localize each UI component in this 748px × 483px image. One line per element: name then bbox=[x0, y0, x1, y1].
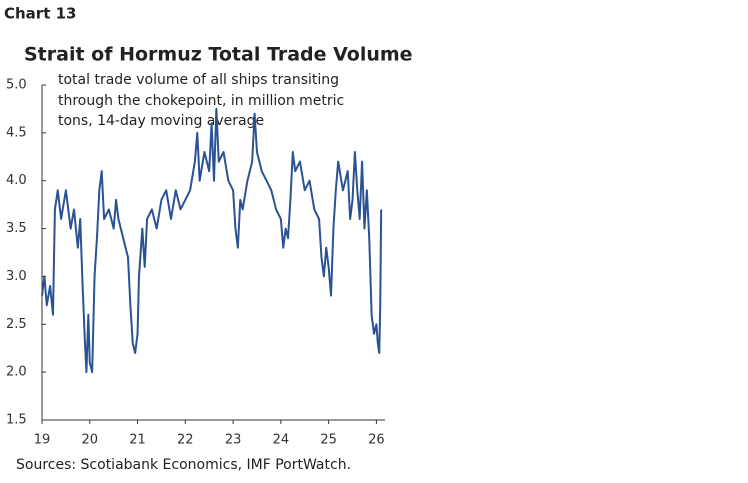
subtitle: through the chokepoint, in million metri… bbox=[58, 93, 344, 109]
y-tick-label: 4.0 bbox=[6, 173, 27, 188]
x-tick-label: 26 bbox=[368, 433, 385, 448]
chart-label: Chart 13 bbox=[4, 5, 76, 23]
y-tick-label: 2.5 bbox=[6, 317, 27, 332]
y-tick-label: 1.5 bbox=[6, 413, 27, 428]
x-tick-label: 19 bbox=[34, 433, 51, 448]
y-tick-label: 3.0 bbox=[6, 269, 27, 284]
y-tick-label: 5.0 bbox=[6, 78, 27, 93]
subtitle: tons, 14-day moving average bbox=[58, 113, 264, 129]
x-tick-label: 23 bbox=[225, 433, 242, 448]
x-tick-label: 20 bbox=[81, 433, 98, 448]
subtitle: total trade volume of all ships transiti… bbox=[58, 72, 339, 88]
source: Sources: Scotiabank Economics, IMF PortW… bbox=[16, 457, 351, 473]
line bbox=[41, 107, 383, 374]
y-tick-label: 4.5 bbox=[6, 125, 27, 140]
x-tick-label: 21 bbox=[129, 433, 146, 448]
x-tick-label: 24 bbox=[273, 433, 290, 448]
x-tick-label: 22 bbox=[177, 433, 194, 448]
x-tick-label: 25 bbox=[320, 433, 337, 448]
y-tick-label: 3.5 bbox=[6, 221, 27, 236]
y-tick-label: 2.0 bbox=[6, 365, 27, 380]
chart-title: Strait of Hormuz Total Trade Volume bbox=[24, 44, 413, 66]
